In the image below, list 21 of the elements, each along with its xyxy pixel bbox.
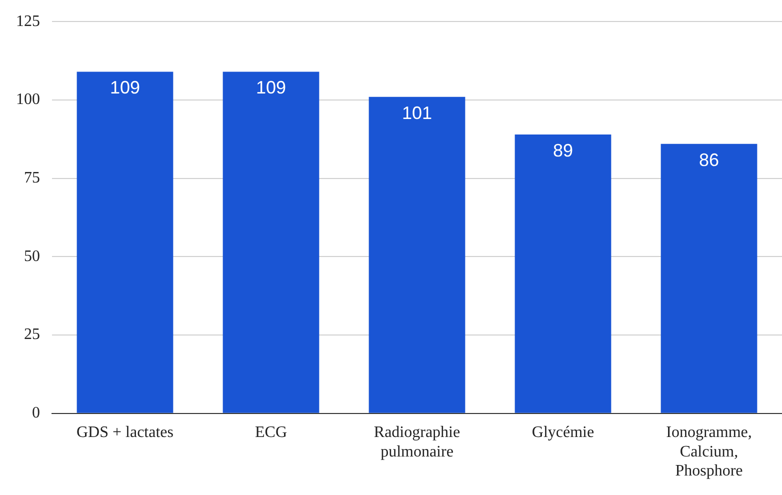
x-tick-label: Ionogramme, Calcium, Phosphore bbox=[666, 424, 752, 480]
y-tick-label: 100 bbox=[16, 91, 40, 108]
bar bbox=[660, 144, 758, 413]
data-label: 109 bbox=[256, 78, 286, 98]
bar bbox=[368, 96, 466, 413]
bar bbox=[514, 134, 612, 413]
x-tick-label: Radiographie pulmonaire bbox=[374, 424, 460, 460]
x-tick-label: GDS + lactates bbox=[76, 424, 174, 442]
data-label: 101 bbox=[402, 102, 432, 123]
data-label: 89 bbox=[552, 140, 574, 160]
y-tick-label: 75 bbox=[24, 170, 40, 187]
bar bbox=[76, 72, 174, 413]
y-tick-label: 25 bbox=[24, 326, 40, 344]
data-label: 86 bbox=[698, 150, 720, 170]
data-label: 109 bbox=[110, 78, 140, 98]
bar bbox=[222, 72, 320, 413]
x-tick-label: Glycémie bbox=[532, 424, 594, 442]
y-tick-label: 50 bbox=[24, 248, 40, 265]
y-tick-label: 125 bbox=[16, 12, 40, 30]
x-tick-label: ECG bbox=[255, 424, 288, 442]
y-tick-label: 0 bbox=[32, 404, 40, 422]
